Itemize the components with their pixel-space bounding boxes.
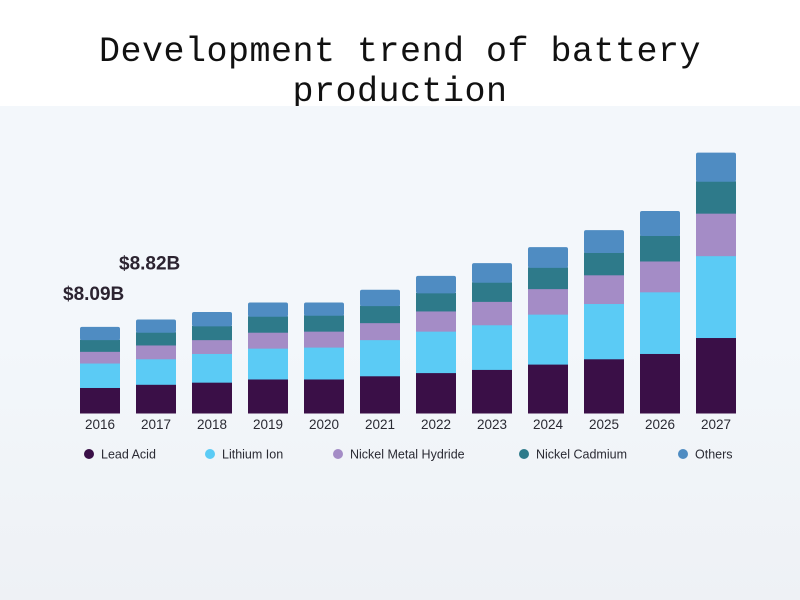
bar-segment-nickel-metal-hydride [416, 310, 456, 332]
total-annotation: $8.09B [63, 284, 124, 305]
bar-segment-nickel-metal-hydride [472, 301, 512, 326]
total-annotation: $8.82B [119, 253, 180, 274]
bar-segment-lead-acid [360, 375, 400, 414]
legend-swatch [205, 449, 215, 459]
x-tick-label: 2017 [141, 417, 171, 432]
bar-segment-lead-acid [472, 369, 512, 414]
bar-segment-nickel-cadmium [416, 292, 456, 312]
bar-segment-others [360, 289, 400, 307]
bar-segment-others [528, 247, 568, 268]
bar-segment-nickel-metal-hydride [584, 274, 624, 305]
bar-segment-lithium-ion [360, 339, 400, 377]
bar-segment-lead-acid [640, 353, 680, 414]
bar-segment-others [136, 319, 176, 333]
bar-segment-nickel-cadmium [640, 235, 680, 262]
bar-segment-nickel-cadmium [528, 267, 568, 290]
bar-segment-lead-acid [136, 384, 176, 414]
bar-segment-nickel-metal-hydride [192, 339, 232, 354]
legend-label: Lead Acid [101, 448, 156, 462]
bar-segment-others [472, 263, 512, 283]
bar-segment-others [696, 152, 736, 182]
bar-segment-lithium-ion [80, 363, 120, 388]
legend-label: Others [695, 448, 733, 462]
bar-segment-lead-acid [80, 387, 120, 414]
bar-segment-lithium-ion [696, 255, 736, 339]
x-tick-label: 2022 [421, 417, 451, 432]
bar-segment-nickel-cadmium [696, 181, 736, 214]
bar-segment-others [304, 302, 344, 316]
bar-segment-nickel-cadmium [136, 332, 176, 346]
bar-segment-others [192, 312, 232, 327]
x-tick-label: 2020 [309, 417, 339, 432]
bar-segment-lithium-ion [472, 324, 512, 370]
x-tick-label: 2021 [365, 417, 395, 432]
bar-segment-nickel-metal-hydride [248, 332, 288, 349]
bar-segment-nickel-metal-hydride [80, 351, 120, 364]
bar-segment-others [584, 230, 624, 253]
bar-segment-lithium-ion [192, 353, 232, 383]
legend-label: Nickel Metal Hydride [350, 448, 465, 462]
bar-segment-lead-acid [528, 364, 568, 414]
bar-segment-lithium-ion [136, 358, 176, 385]
bar-segment-nickel-cadmium [304, 315, 344, 332]
bar-segment-lithium-ion [248, 348, 288, 380]
bar-segment-lithium-ion [304, 347, 344, 380]
bar-segment-nickel-metal-hydride [640, 260, 680, 293]
bar-segment-lead-acid [416, 372, 456, 414]
bar-segment-nickel-cadmium [584, 252, 624, 276]
bar-segment-nickel-cadmium [80, 339, 120, 352]
x-tick-label: 2023 [477, 417, 507, 432]
bar-segment-lead-acid [192, 382, 232, 414]
bar-segment-nickel-cadmium [472, 282, 512, 302]
legend-swatch [333, 449, 343, 459]
bar-segment-nickel-cadmium [192, 325, 232, 341]
bar-segment-others [416, 275, 456, 294]
bar-segment-nickel-cadmium [248, 316, 288, 333]
x-tick-label: 2019 [253, 417, 283, 432]
bar-segment-nickel-metal-hydride [304, 331, 344, 348]
bar-segment-lithium-ion [416, 331, 456, 374]
x-tick-label: 2016 [85, 417, 115, 432]
bar-segment-lead-acid [584, 358, 624, 414]
x-tick-label: 2024 [533, 417, 564, 432]
bar-segment-nickel-metal-hydride [528, 288, 568, 315]
x-tick-label: 2027 [701, 417, 731, 432]
legend-swatch [84, 449, 94, 459]
bar-segment-nickel-metal-hydride [360, 322, 400, 341]
legend-label: Lithium Ion [222, 448, 283, 462]
bar-segment-others [248, 302, 288, 317]
bar-segment-others [80, 326, 120, 341]
bar-segment-nickel-metal-hydride [696, 213, 736, 257]
bar-segment-nickel-metal-hydride [136, 344, 176, 360]
legend-swatch [678, 449, 688, 459]
bar-segment-lithium-ion [584, 303, 624, 360]
bar-segment-lead-acid [248, 378, 288, 414]
x-tick-label: 2018 [197, 417, 227, 432]
bar-segment-lithium-ion [640, 291, 680, 354]
bar-segment-nickel-cadmium [360, 305, 400, 324]
x-tick-label: 2026 [645, 417, 675, 432]
bar-segment-lead-acid [696, 337, 736, 414]
bar-segment-others [640, 211, 680, 236]
bar-segment-lithium-ion [528, 314, 568, 365]
bar-segment-lead-acid [304, 378, 344, 414]
legend-swatch [519, 449, 529, 459]
chart-title: Development trend of battery production [98, 32, 702, 112]
x-tick-label: 2025 [589, 417, 619, 432]
legend-label: Nickel Cadmium [536, 448, 627, 462]
